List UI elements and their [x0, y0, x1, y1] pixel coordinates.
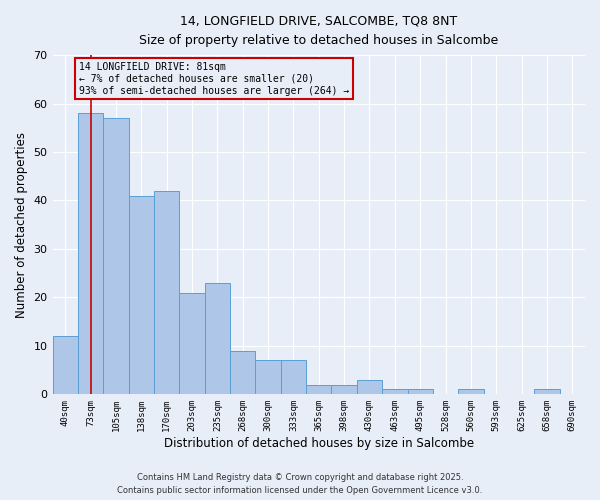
Bar: [306, 384, 331, 394]
Title: 14, LONGFIELD DRIVE, SALCOMBE, TQ8 8NT
Size of property relative to detached hou: 14, LONGFIELD DRIVE, SALCOMBE, TQ8 8NT S…: [139, 15, 499, 47]
Text: 14 LONGFIELD DRIVE: 81sqm
← 7% of detached houses are smaller (20)
93% of semi-d: 14 LONGFIELD DRIVE: 81sqm ← 7% of detach…: [79, 62, 349, 96]
Bar: [458, 390, 484, 394]
Bar: [230, 350, 256, 395]
Bar: [534, 390, 560, 394]
Text: Contains HM Land Registry data © Crown copyright and database right 2025.
Contai: Contains HM Land Registry data © Crown c…: [118, 474, 482, 495]
Bar: [154, 191, 179, 394]
Y-axis label: Number of detached properties: Number of detached properties: [15, 132, 28, 318]
X-axis label: Distribution of detached houses by size in Salcombe: Distribution of detached houses by size …: [164, 437, 474, 450]
Bar: [53, 336, 78, 394]
Bar: [256, 360, 281, 394]
Bar: [382, 390, 407, 394]
Bar: [331, 384, 357, 394]
Bar: [179, 292, 205, 394]
Bar: [205, 283, 230, 395]
Bar: [281, 360, 306, 394]
Bar: [128, 196, 154, 394]
Bar: [103, 118, 128, 394]
Bar: [357, 380, 382, 394]
Bar: [78, 114, 103, 394]
Bar: [407, 390, 433, 394]
